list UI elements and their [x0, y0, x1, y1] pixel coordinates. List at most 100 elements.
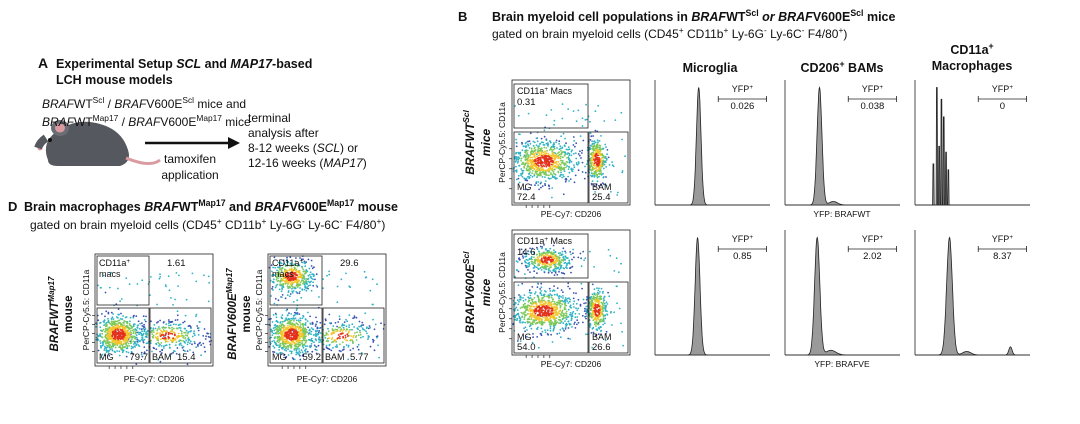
event-dot: [608, 249, 610, 251]
event-dot: [523, 156, 525, 158]
event-dot: [357, 346, 359, 348]
text-segment: BRAF: [42, 97, 75, 111]
event-dot: [580, 157, 582, 159]
event-dot: [537, 327, 539, 329]
event-dot: [553, 172, 555, 174]
event-dot: [579, 150, 581, 152]
event-dot: [521, 283, 523, 285]
event-dot: [570, 178, 572, 180]
event-dot: [195, 346, 197, 348]
event-dot: [332, 325, 334, 327]
event-dot: [550, 147, 552, 149]
gate-value: 5.77: [350, 352, 369, 363]
event-dot: [104, 346, 106, 348]
event-dot: [282, 333, 284, 335]
event-dot: [169, 289, 171, 291]
event-dot: [560, 150, 562, 152]
event-dot: [372, 304, 374, 306]
event-dot: [557, 157, 559, 159]
event-dot: [546, 152, 548, 154]
event-dot: [343, 327, 345, 329]
text-segment: and: [201, 57, 230, 71]
event-dot: [537, 140, 539, 142]
panel-letter: B: [458, 9, 467, 24]
event-dot: [193, 330, 195, 332]
event-dot: [534, 297, 536, 299]
event-dot: [324, 337, 326, 339]
event-dot: [571, 170, 573, 172]
event-dot: [351, 323, 353, 325]
event-dot: [296, 299, 298, 301]
event-dot: [377, 344, 379, 346]
event-dot: [578, 313, 580, 315]
event-dot: [287, 348, 289, 350]
event-dot: [578, 153, 580, 155]
event-dot: [584, 166, 586, 168]
event-dot: [296, 309, 298, 311]
event-dot: [274, 324, 276, 326]
x-axis-label: PE-Cy7: CD206: [541, 209, 602, 219]
event-dot: [578, 299, 580, 301]
event-dot: [144, 319, 146, 321]
event-dot: [561, 118, 563, 120]
event-dot: [274, 347, 276, 349]
event-dot: [602, 177, 604, 179]
event-dot: [565, 297, 567, 299]
event-dot: [557, 295, 559, 297]
event-dot: [291, 288, 293, 290]
event-dot: [177, 319, 179, 321]
event-dot: [564, 308, 566, 310]
event-dot: [573, 144, 575, 146]
event-dot: [183, 346, 185, 348]
event-dot: [554, 255, 556, 257]
event-dot: [525, 326, 527, 328]
event-dot: [527, 263, 529, 265]
event-dot: [298, 348, 300, 350]
event-dot: [559, 145, 561, 147]
event-dot: [573, 323, 575, 325]
event-dot: [125, 277, 127, 279]
event-dot: [168, 319, 170, 321]
event-dot: [209, 341, 211, 343]
event-dot: [339, 330, 341, 332]
event-dot: [529, 271, 531, 273]
event-dot: [310, 333, 312, 335]
event-dot: [544, 271, 546, 273]
event-dot: [311, 290, 313, 292]
event-dot: [531, 328, 533, 330]
event-dot: [352, 317, 354, 319]
event-dot: [576, 120, 578, 122]
text-segment: BRAF: [227, 327, 239, 360]
event-dot: [560, 252, 562, 254]
text-segment: +: [299, 258, 303, 265]
text-segment: +: [1009, 84, 1013, 91]
event-dot: [194, 343, 196, 345]
event-dot: [130, 340, 132, 342]
event-dot: [563, 193, 565, 195]
event-dot: [523, 318, 525, 320]
text-segment: WT: [463, 121, 477, 141]
event-dot: [523, 145, 525, 147]
event-dot: [316, 349, 318, 351]
event-dot: [540, 333, 542, 335]
event-dot: [289, 350, 291, 352]
event-dot: [585, 172, 587, 174]
event-dot: [533, 270, 535, 272]
event-dot: [560, 135, 562, 137]
event-dot: [189, 342, 191, 344]
event-dot: [353, 326, 355, 328]
event-dot: [153, 331, 155, 333]
event-dot: [550, 294, 552, 296]
event-dot: [573, 164, 575, 166]
event-dot: [187, 344, 189, 346]
text-segment: ): [381, 218, 385, 232]
text-segment: Ly-6C: [767, 27, 802, 41]
event-dot: [110, 334, 112, 336]
event-dot: [605, 166, 607, 168]
event-dot: [366, 333, 368, 335]
event-dot: [563, 167, 565, 169]
event-dot: [557, 152, 559, 154]
event-dot: [551, 164, 553, 166]
event-dot: [272, 345, 274, 347]
event-dot: [592, 143, 594, 145]
